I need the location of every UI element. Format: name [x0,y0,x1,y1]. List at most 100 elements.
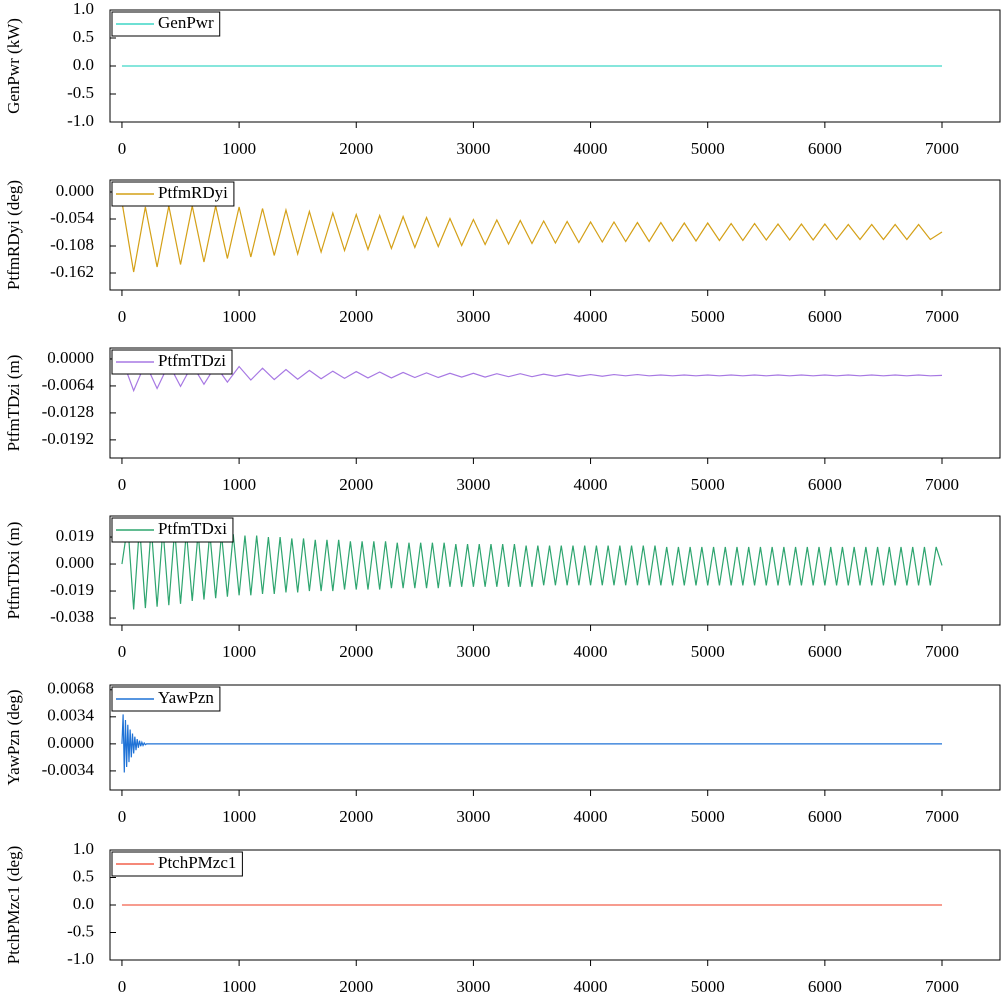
y-tick-label: 1.0 [73,0,94,18]
series-line [121,201,943,273]
x-tick-label: 2000 [339,139,373,158]
x-tick-label: 5000 [691,139,725,158]
plot-frame [109,515,1001,626]
legend: PtfmTDzi [111,349,233,375]
legend: PtchPMzc1 [111,851,243,877]
legend: PtfmRDyi [111,181,235,207]
y-tick-label: -0.0192 [42,429,94,448]
subplot: 0.019 0.000 -0.019 -0.038 0 1000 2000 3000 4000 5… [4,515,1001,661]
plot-frame [109,9,1001,123]
y-tick-label: -0.162 [50,262,94,281]
x-tick-label: 1000 [222,977,256,996]
x-tick-label: 6000 [808,977,842,996]
subplot: 0.0068 0.0034 0.0000 -0.0034 0 1000 2000 3000 40… [4,679,1001,826]
series-line [121,524,943,610]
y-tick-label: -0.0034 [42,760,95,779]
x-tick-label: 3000 [456,139,490,158]
x-tick-label: 5000 [691,642,725,661]
x-tick-label: 3000 [456,977,490,996]
x-tick-label: 4000 [574,139,608,158]
y-tick-label: -1.0 [67,949,94,968]
x-tick-label: 1000 [222,475,256,494]
x-tick-label: 0 [118,475,127,494]
y-tick-label: -0.038 [50,607,94,626]
x-tick-label: 4000 [574,977,608,996]
plot-area [121,524,943,610]
x-tick-label: 4000 [574,642,608,661]
x-tick-label: 1000 [222,807,256,826]
x-tick-label: 0 [118,307,127,326]
x-tick-label: 7000 [925,139,959,158]
x-tick-label: 0 [118,642,127,661]
y-tick-label: -0.019 [50,580,94,599]
y-tick-label: 0.0000 [47,733,94,752]
x-tick-label: 4000 [574,307,608,326]
plot-frame [109,684,1001,791]
y-tick-label: 0.5 [73,27,94,46]
plot-area [121,358,943,393]
x-tick-label: 5000 [691,475,725,494]
x-tick-label: 1000 [222,139,256,158]
x-tick-label: 1000 [222,642,256,661]
x-tick-label: 2000 [339,475,373,494]
y-tick-label: -0.0128 [42,402,94,421]
legend: YawPzn [111,686,221,712]
x-tick-label: 6000 [808,642,842,661]
x-tick-label: 4000 [574,475,608,494]
x-tick-label: 6000 [808,807,842,826]
legend-label: PtfmTDzi [158,351,226,370]
y-tick-label: 0.000 [56,553,94,572]
x-tick-label: 0 [118,807,127,826]
subplot: 1.0 0.5 0.0 -0.5 -1.0 0 1000 2000 3000 4000 5000 60… [4,0,1001,158]
y-tick-label: 0.0068 [47,679,94,698]
y-axis-label: GenPwr (kW) [4,18,23,114]
y-axis-label: PtfmRDyi (deg) [4,180,23,290]
subplot: 0.0000 -0.0064 -0.0128 -0.0192 0 1000 2000 3000… [4,347,1001,494]
y-axis-label: PtfmTDxi (m) [4,522,23,620]
x-tick-label: 2000 [339,307,373,326]
plot-area [121,201,943,273]
y-tick-label: 0.0 [73,894,94,913]
legend-label: PtchPMzc1 [158,853,236,872]
plot-frame [109,849,1001,961]
legend: PtfmTDxi [111,517,234,543]
y-tick-label: -0.054 [50,208,94,227]
x-tick-label: 3000 [456,807,490,826]
x-tick-label: 2000 [339,642,373,661]
y-tick-label: -0.108 [50,235,94,254]
x-tick-label: 1000 [222,307,256,326]
x-tick-label: 0 [118,977,127,996]
plot-frame [109,347,1001,459]
legend: GenPwr [111,11,221,37]
y-tick-label: -0.5 [67,921,94,940]
y-tick-label: -1.0 [67,111,94,130]
plot-area [121,714,943,773]
x-tick-label: 0 [118,139,127,158]
legend-label: PtfmRDyi [158,183,228,202]
x-tick-label: 7000 [925,475,959,494]
x-tick-label: 6000 [808,475,842,494]
y-tick-label: 0.0034 [47,706,94,725]
x-tick-label: 7000 [925,307,959,326]
y-tick-label: 0.0 [73,55,94,74]
x-tick-label: 3000 [456,475,490,494]
plot-frame [109,179,1001,291]
y-tick-label: 0.0000 [47,348,94,367]
x-tick-label: 7000 [925,642,959,661]
x-tick-label: 4000 [574,807,608,826]
subplot: 0.000 -0.054 -0.108 -0.162 0 1000 2000 3000 4000… [4,179,1001,326]
y-tick-label: 0.000 [56,181,94,200]
y-tick-label: 0.5 [73,866,94,885]
y-tick-label: 0.019 [56,526,94,545]
y-tick-label: 1.0 [73,839,94,858]
x-tick-label: 7000 [925,977,959,996]
y-tick-label: -0.0064 [42,375,95,394]
x-tick-label: 2000 [339,807,373,826]
y-axis-label: PtchPMzc1 (deg) [4,846,23,965]
legend-label: PtfmTDxi [158,519,227,538]
y-axis-label: PtfmTDzi (m) [4,355,23,452]
x-tick-label: 5000 [691,977,725,996]
x-tick-label: 6000 [808,139,842,158]
series-line [121,714,943,773]
